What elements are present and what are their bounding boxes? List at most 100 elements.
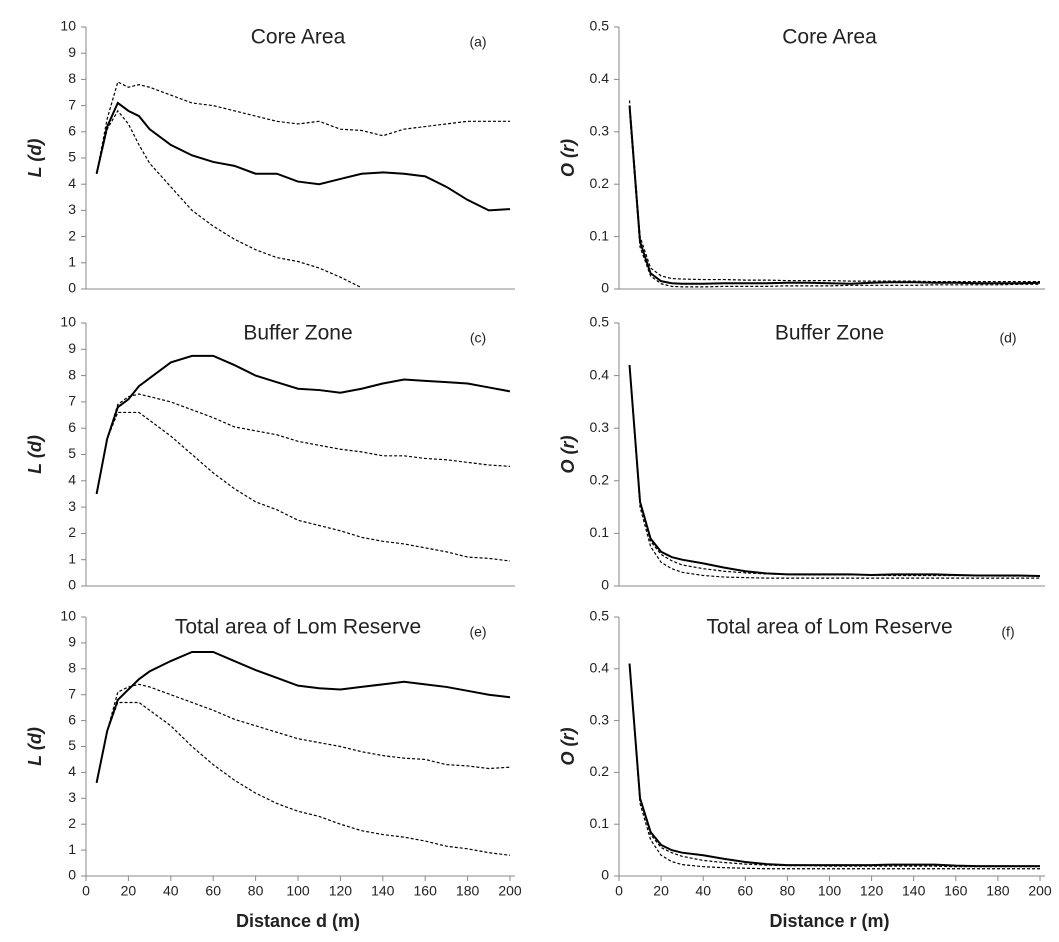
panel-title: Core Area bbox=[782, 26, 877, 49]
x-tick-label: 40 bbox=[163, 883, 179, 899]
series-line bbox=[628, 105, 1041, 285]
panel-title: Total area of Lom Reserve bbox=[175, 616, 421, 639]
series-line bbox=[628, 663, 1040, 868]
y-tick-label: 3 bbox=[68, 201, 76, 217]
y-tick-label: 1 bbox=[68, 841, 76, 857]
x-tick-label: 60 bbox=[738, 883, 754, 899]
y-tick-label: 6 bbox=[68, 711, 76, 727]
y-tick-label: 1 bbox=[68, 550, 76, 566]
panel-title: Total area of Lom Reserve bbox=[706, 616, 952, 639]
panel-title: Buffer Zone bbox=[243, 322, 352, 345]
series-line bbox=[96, 701, 511, 856]
y-tick-label: 7 bbox=[68, 96, 76, 112]
y-tick-label: 2 bbox=[68, 524, 76, 540]
y-tick-label: 0 bbox=[68, 577, 76, 593]
series-line bbox=[95, 101, 511, 212]
panel-title: Core Area bbox=[251, 26, 346, 49]
x-tick-label: 100 bbox=[286, 883, 310, 899]
y-axis-label: O (r) bbox=[558, 435, 578, 473]
x-tick-label: 80 bbox=[248, 883, 264, 899]
y-tick-label: 9 bbox=[68, 634, 76, 650]
series-line bbox=[96, 683, 511, 783]
y-tick-label: 4 bbox=[68, 175, 76, 191]
y-tick-label: 0.4 bbox=[590, 70, 610, 86]
y-tick-label: 0.5 bbox=[590, 314, 610, 330]
y-axis-label: L (d) bbox=[25, 435, 45, 474]
x-tick-label: 200 bbox=[1028, 883, 1052, 899]
y-tick-label: 8 bbox=[68, 660, 76, 676]
x-tick-label: 200 bbox=[498, 883, 522, 899]
y-tick-label: 0.1 bbox=[590, 524, 610, 540]
y-tick-label: 10 bbox=[60, 18, 76, 34]
x-tick-label: 100 bbox=[818, 883, 842, 899]
y-tick-label: 0 bbox=[68, 280, 76, 296]
series-line bbox=[628, 365, 1040, 577]
y-tick-label: 10 bbox=[60, 314, 76, 330]
y-axis-label: L (d) bbox=[25, 139, 45, 178]
y-tick-label: 10 bbox=[60, 608, 76, 624]
y-tick-label: 3 bbox=[68, 789, 76, 805]
y-tick-label: 8 bbox=[68, 366, 76, 382]
y-tick-label: 0.2 bbox=[590, 472, 610, 488]
y-tick-label: 8 bbox=[68, 70, 76, 86]
panel-title: Buffer Zone bbox=[775, 322, 884, 345]
y-tick-label: 2 bbox=[68, 227, 76, 243]
x-tick-label: 120 bbox=[860, 883, 884, 899]
panel-label: (c) bbox=[470, 330, 486, 346]
series-line bbox=[96, 411, 511, 562]
x-tick-label: 40 bbox=[695, 883, 711, 899]
y-tick-label: 0.3 bbox=[590, 123, 610, 139]
series-line bbox=[628, 663, 1040, 868]
panel-label: (e) bbox=[469, 624, 486, 640]
y-tick-label: 0.4 bbox=[590, 366, 610, 382]
y-tick-label: 0.1 bbox=[590, 815, 610, 831]
y-axis-label: L (d) bbox=[25, 727, 45, 766]
series-line bbox=[628, 365, 1041, 578]
x-tick-label: 20 bbox=[653, 883, 669, 899]
y-tick-label: 6 bbox=[68, 123, 76, 139]
y-tick-label: 7 bbox=[68, 685, 76, 701]
y-tick-label: 6 bbox=[68, 419, 76, 435]
series-line bbox=[628, 100, 1040, 283]
y-tick-label: 0.3 bbox=[590, 711, 610, 727]
y-tick-label: 0.3 bbox=[590, 419, 610, 435]
series-line bbox=[96, 109, 362, 289]
x-tick-label: 140 bbox=[902, 883, 926, 899]
series-line bbox=[628, 365, 1040, 579]
y-tick-label: 9 bbox=[68, 44, 76, 60]
x-tick-label: 160 bbox=[414, 883, 438, 899]
y-tick-label: 4 bbox=[68, 472, 76, 488]
x-tick-label: 120 bbox=[329, 883, 353, 899]
y-axis-label: O (r) bbox=[558, 727, 578, 765]
x-tick-label: 60 bbox=[205, 883, 221, 899]
y-tick-label: 0.4 bbox=[590, 660, 610, 676]
series-line bbox=[628, 663, 1040, 870]
y-tick-label: 5 bbox=[68, 149, 76, 165]
y-tick-label: 0.2 bbox=[590, 763, 610, 779]
panel-label: (f) bbox=[1001, 624, 1014, 640]
y-tick-label: 0 bbox=[601, 867, 609, 883]
x-axis-label: Distance r (m) bbox=[769, 911, 889, 931]
series-line bbox=[96, 393, 511, 495]
y-tick-label: 1 bbox=[68, 254, 76, 270]
x-tick-label: 180 bbox=[986, 883, 1010, 899]
series-line bbox=[95, 354, 511, 495]
y-tick-label: 9 bbox=[68, 340, 76, 356]
y-tick-label: 4 bbox=[68, 763, 76, 779]
panel-label: (d) bbox=[999, 330, 1016, 346]
x-axis-label: Distance d (m) bbox=[236, 911, 360, 931]
y-tick-label: 3 bbox=[68, 498, 76, 514]
y-tick-label: 0.2 bbox=[590, 175, 610, 191]
y-tick-label: 5 bbox=[68, 737, 76, 753]
series-line bbox=[95, 650, 511, 783]
y-tick-label: 0 bbox=[601, 280, 609, 296]
y-tick-label: 0 bbox=[68, 867, 76, 883]
x-tick-label: 160 bbox=[944, 883, 968, 899]
x-tick-label: 20 bbox=[121, 883, 137, 899]
y-tick-label: 2 bbox=[68, 815, 76, 831]
y-tick-label: 0 bbox=[601, 577, 609, 593]
panel-label: (a) bbox=[469, 34, 486, 50]
y-tick-label: 0.5 bbox=[590, 608, 610, 624]
y-tick-label: 5 bbox=[68, 445, 76, 461]
